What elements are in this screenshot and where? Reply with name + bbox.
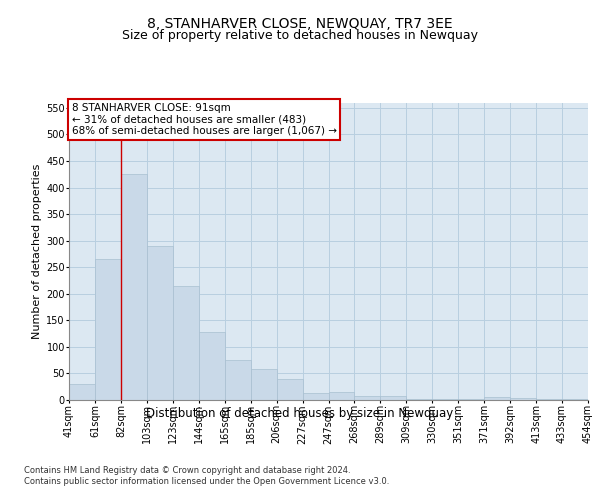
Bar [380, 396, 406, 400]
Bar [277, 379, 302, 400]
Bar [95, 259, 121, 400]
Bar [173, 286, 199, 400]
Text: Contains HM Land Registry data © Crown copyright and database right 2024.: Contains HM Land Registry data © Crown c… [24, 466, 350, 475]
Bar [562, 399, 588, 400]
Bar [433, 399, 458, 400]
Bar [302, 393, 329, 400]
Text: Contains public sector information licensed under the Open Government Licence v3: Contains public sector information licen… [24, 478, 389, 486]
Bar [536, 399, 562, 400]
Bar [251, 368, 277, 400]
Text: 8, STANHARVER CLOSE, NEWQUAY, TR7 3EE: 8, STANHARVER CLOSE, NEWQUAY, TR7 3EE [147, 18, 453, 32]
Text: 8 STANHARVER CLOSE: 91sqm
← 31% of detached houses are smaller (483)
68% of semi: 8 STANHARVER CLOSE: 91sqm ← 31% of detac… [71, 103, 337, 136]
Bar [406, 399, 432, 400]
Bar [510, 398, 536, 400]
Bar [329, 392, 355, 400]
Bar [458, 399, 484, 400]
Bar [69, 384, 95, 400]
Bar [121, 174, 147, 400]
Text: Distribution of detached houses by size in Newquay: Distribution of detached houses by size … [146, 408, 454, 420]
Bar [199, 332, 224, 400]
Bar [484, 398, 510, 400]
Y-axis label: Number of detached properties: Number of detached properties [32, 164, 42, 339]
Bar [225, 360, 251, 400]
Text: Size of property relative to detached houses in Newquay: Size of property relative to detached ho… [122, 29, 478, 42]
Bar [147, 246, 173, 400]
Bar [355, 396, 380, 400]
